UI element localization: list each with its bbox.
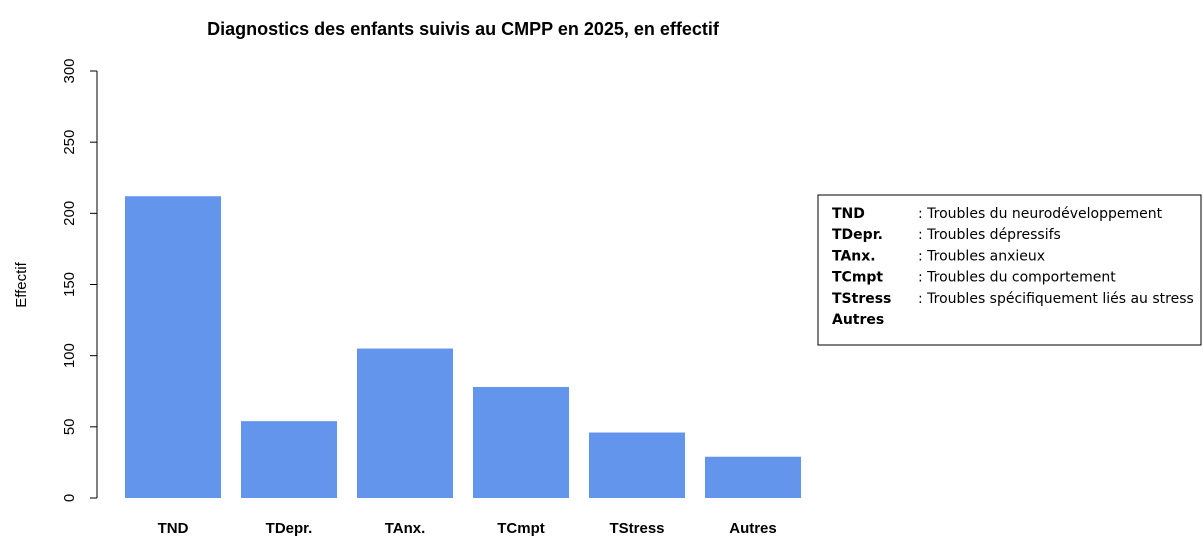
legend-abbr: Autres <box>832 312 884 328</box>
legend-desc: : Troubles spécifiquement liés au stress <box>918 291 1194 307</box>
y-tick-label: 300 <box>61 58 78 83</box>
y-tick-label: 150 <box>61 272 78 297</box>
chart-title: Diagnostics des enfants suivis au CMPP e… <box>207 19 720 39</box>
x-tick-label: TCmpt <box>497 520 545 536</box>
legend-desc: : Troubles du comportement <box>918 270 1116 286</box>
x-tick-label: TDepr. <box>266 520 313 536</box>
x-tick-label: TStress <box>609 520 664 536</box>
legend-abbr: TAnx. <box>832 248 876 264</box>
legend-desc: : Troubles du neurodéveloppement <box>918 206 1163 222</box>
x-tick-label: TAnx. <box>385 520 426 536</box>
x-tick-label: TND <box>158 520 189 536</box>
legend-abbr: TND <box>832 206 865 222</box>
bar <box>473 386 569 498</box>
y-tick-label: 100 <box>61 343 78 368</box>
bar <box>241 421 337 498</box>
bar <box>125 196 221 498</box>
y-tick-label: 0 <box>61 494 78 502</box>
bar <box>705 456 801 498</box>
legend-desc: : Troubles anxieux <box>918 248 1045 264</box>
legend-desc: : Troubles dépressifs <box>918 227 1061 243</box>
bar <box>357 348 453 498</box>
y-tick-label: 50 <box>61 418 78 435</box>
y-tick-label: 200 <box>61 201 78 226</box>
y-tick-label: 250 <box>61 130 78 155</box>
bar <box>589 432 685 498</box>
x-tick-label: Autres <box>729 520 777 536</box>
legend-abbr: TCmpt <box>832 270 883 286</box>
legend-abbr: TStress <box>832 291 891 307</box>
legend-box <box>817 194 1202 346</box>
legend-abbr: TDepr. <box>832 227 883 243</box>
y-axis-label: Effectif <box>13 261 30 307</box>
